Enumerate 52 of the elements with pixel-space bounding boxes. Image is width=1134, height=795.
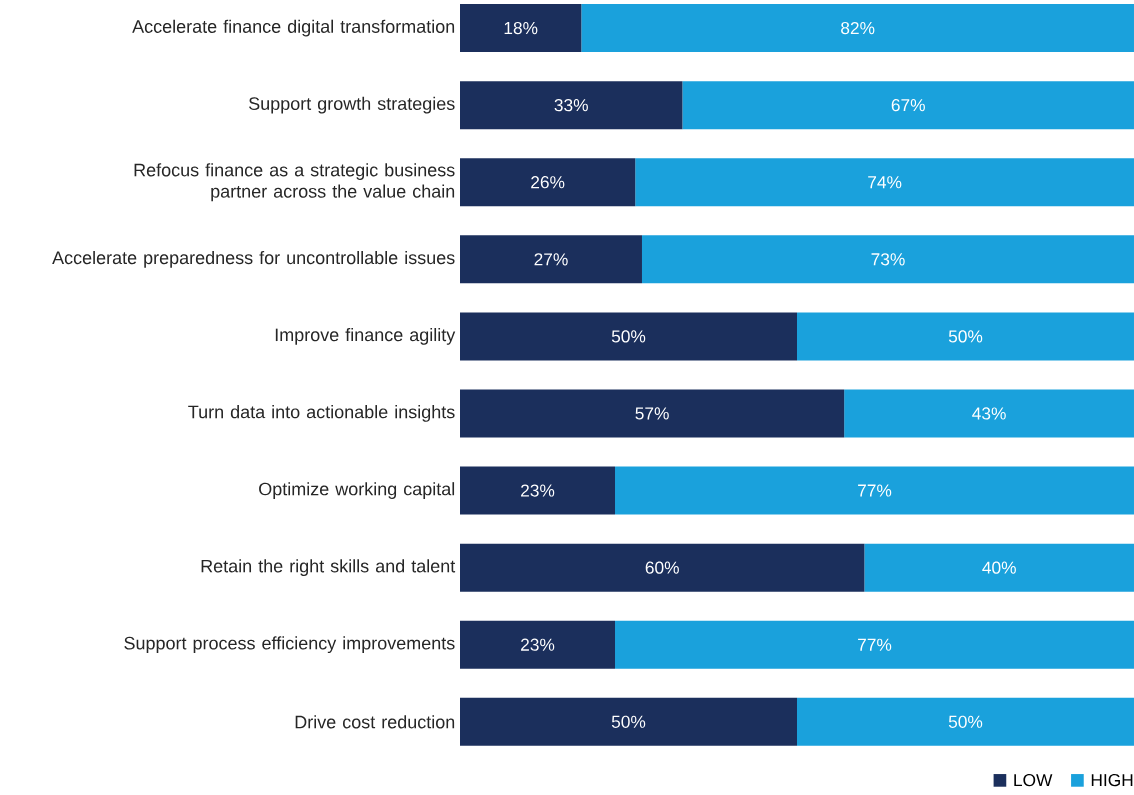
data-label: 74% bbox=[868, 176, 902, 189]
y-tick-label: Turn data into actionable insights bbox=[188, 405, 455, 422]
data-label: 23% bbox=[521, 484, 555, 497]
bar bbox=[460, 158, 636, 207]
y-tick-label: Retain the right skills and talent bbox=[201, 559, 456, 577]
data-label: 77% bbox=[858, 484, 892, 497]
bar bbox=[460, 620, 616, 669]
y-tick-label: Support process efficiency improvements bbox=[124, 636, 455, 654]
bar bbox=[864, 543, 1134, 592]
bar bbox=[460, 389, 845, 438]
bar bbox=[615, 466, 1134, 515]
y-tick-label: Support growth strategies bbox=[249, 96, 455, 114]
data-label: 82% bbox=[841, 21, 875, 35]
data-label: 60% bbox=[645, 561, 679, 574]
bar bbox=[797, 697, 1134, 746]
bar bbox=[460, 4, 582, 53]
data-label: 73% bbox=[871, 253, 905, 266]
bar bbox=[581, 4, 1134, 53]
legend-label: LOW bbox=[1014, 773, 1053, 787]
bar bbox=[641, 235, 1134, 284]
data-label: 27% bbox=[534, 253, 568, 266]
y-tick-label: Improve finance agility bbox=[275, 328, 456, 345]
legend-label: HIGH bbox=[1091, 773, 1133, 787]
y-tick-label: Drive cost reduction bbox=[295, 715, 455, 729]
data-label: 23% bbox=[521, 638, 555, 651]
bar bbox=[635, 158, 1134, 207]
bar bbox=[682, 81, 1134, 130]
data-label: 50% bbox=[948, 715, 983, 728]
data-label: 50% bbox=[948, 330, 983, 343]
bar bbox=[797, 312, 1134, 361]
data-label: 43% bbox=[972, 407, 1006, 420]
y-tick-label: Optimize working capital bbox=[259, 482, 455, 499]
bar bbox=[615, 620, 1134, 669]
bar bbox=[460, 81, 683, 130]
data-label: 57% bbox=[635, 407, 669, 420]
y-tick-label: Accelerate preparedness for uncontrollable issues bbox=[52, 250, 455, 268]
bar bbox=[460, 697, 797, 746]
data-label: 50% bbox=[611, 715, 646, 728]
bar bbox=[844, 389, 1134, 438]
bar bbox=[460, 312, 797, 361]
bar bbox=[460, 543, 865, 592]
data-label: 67% bbox=[891, 99, 925, 112]
data-label: 33% bbox=[554, 99, 588, 112]
data-label: 18% bbox=[504, 21, 538, 35]
data-label: 77% bbox=[858, 638, 892, 651]
y-tick-label: Accelerate finance digital transformation bbox=[132, 19, 455, 37]
data-label: 50% bbox=[611, 330, 646, 343]
data-label: 26% bbox=[531, 176, 565, 189]
bar bbox=[460, 235, 642, 284]
bar bbox=[460, 466, 616, 515]
data-label: 40% bbox=[982, 561, 1016, 574]
y-tick-label: Refocus finance as a strategic business partner across the value chain bbox=[134, 163, 455, 202]
